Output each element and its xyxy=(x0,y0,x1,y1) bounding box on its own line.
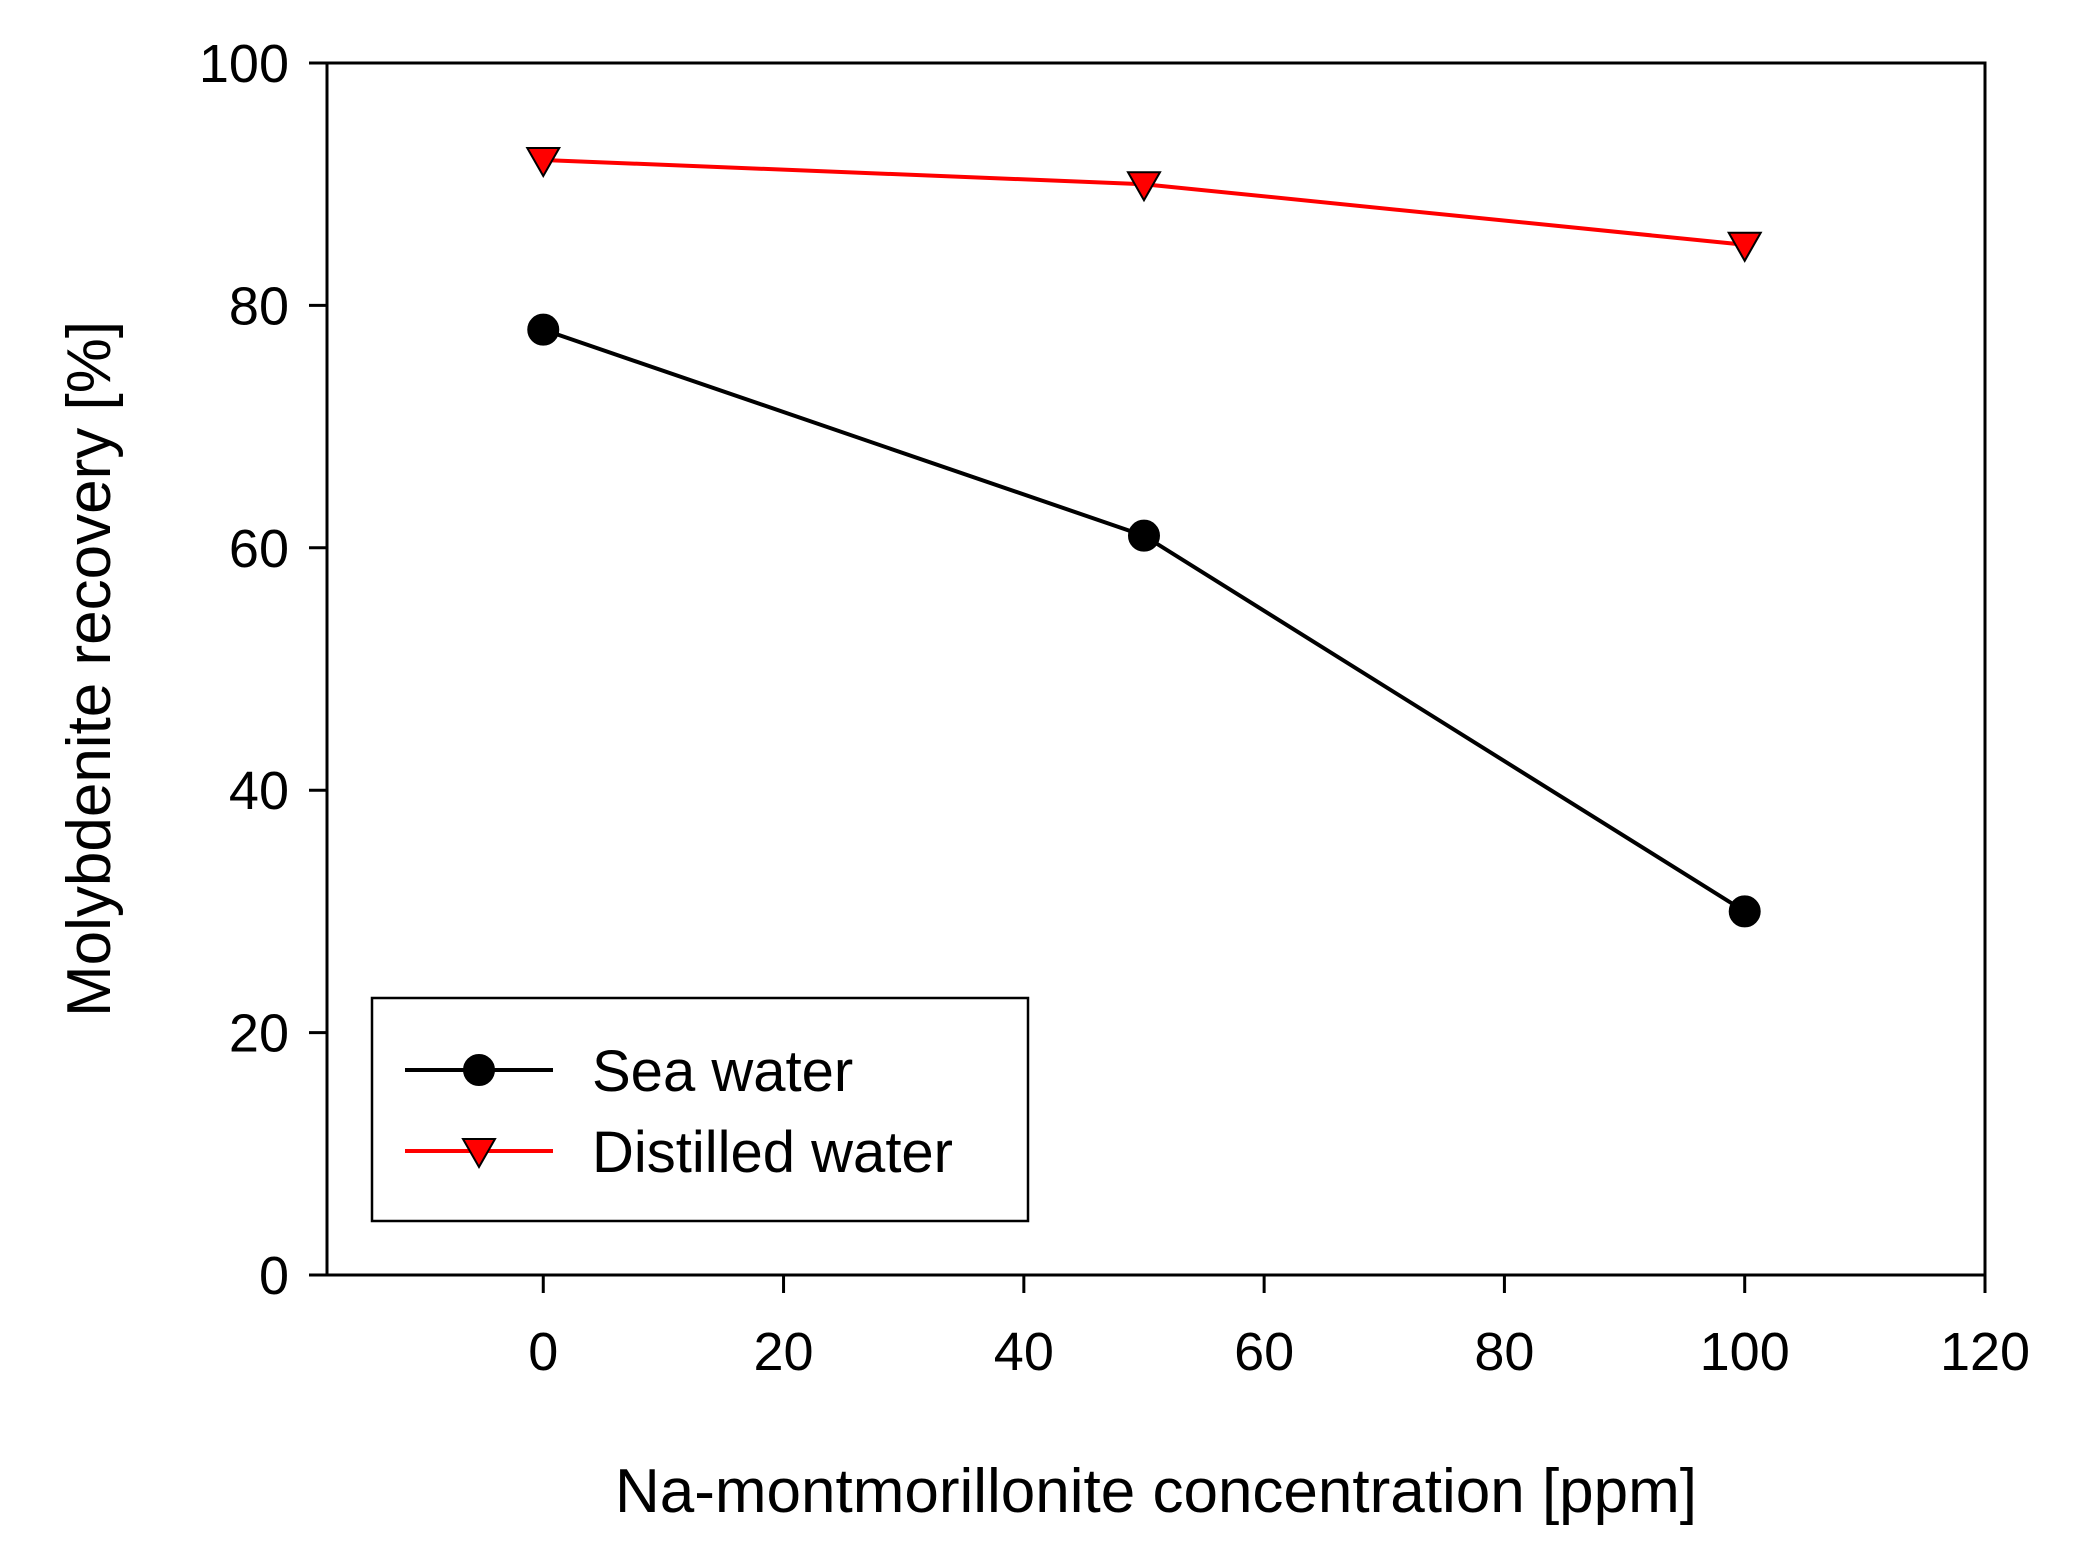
data-point-sea-water xyxy=(1728,895,1761,928)
x-axis-title: Na-montmorillonite concentration [ppm] xyxy=(615,1457,1697,1526)
x-tick-label: 60 xyxy=(1234,1322,1294,1382)
legend: Sea water Distilled water xyxy=(370,996,1030,1223)
x-tick-label: 120 xyxy=(1940,1322,2030,1382)
y-tick-label: 60 xyxy=(229,519,289,579)
data-point-distilled-water xyxy=(525,146,561,178)
series-layer xyxy=(525,146,1763,928)
x-tick-label: 100 xyxy=(1700,1322,1790,1382)
y-tick-label: 100 xyxy=(199,34,289,94)
x-tick-label: 20 xyxy=(754,1322,814,1382)
y-tick-label: 80 xyxy=(229,276,289,336)
data-point-sea-water xyxy=(1127,519,1160,552)
legend-label-sea-water: Sea water xyxy=(592,1039,853,1104)
y-tick-label: 0 xyxy=(259,1246,289,1306)
legend-box xyxy=(370,996,1030,1223)
y-tick-label: 20 xyxy=(229,1004,289,1064)
data-point-distilled-water xyxy=(1726,231,1763,263)
data-point-distilled-water xyxy=(1126,171,1162,203)
legend-marker-sea-water xyxy=(463,1054,495,1086)
y-axis-title: Molybdenite recovery [%] xyxy=(55,321,124,1017)
x-tick-label: 80 xyxy=(1474,1322,1534,1382)
y-tick-label: 40 xyxy=(229,761,289,821)
x-axis: 0 20 40 60 80 100 120 xyxy=(528,1275,2030,1382)
y-axis: 0 20 40 60 80 100 xyxy=(199,34,327,1306)
legend-label-distilled-water: Distilled water xyxy=(592,1120,953,1185)
legend-marker-distilled-water xyxy=(461,1138,497,1170)
x-tick-label: 0 xyxy=(528,1322,558,1382)
data-point-sea-water xyxy=(527,313,560,346)
x-tick-label: 40 xyxy=(994,1322,1054,1382)
